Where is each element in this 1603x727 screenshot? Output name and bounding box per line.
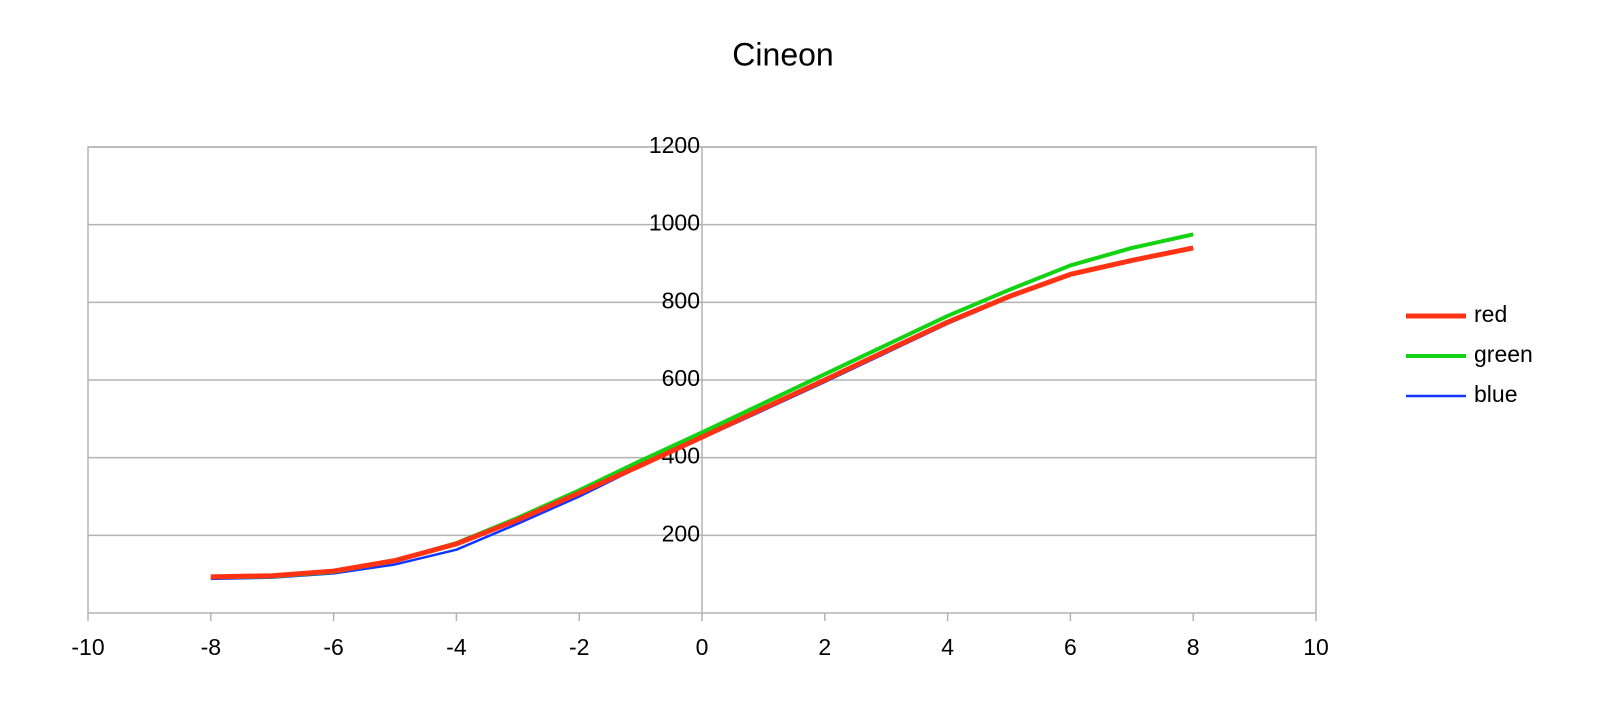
x-tick-label: -6 (323, 634, 343, 660)
y-tick-label: 800 (662, 287, 700, 313)
x-tick-label: 4 (941, 634, 954, 660)
legend-label: green (1474, 341, 1533, 367)
legend-label: red (1474, 301, 1507, 327)
y-tick-label: 200 (662, 520, 700, 546)
y-tick-label: 1000 (649, 210, 700, 236)
x-tick-label: -4 (446, 634, 467, 660)
x-tick-label: 0 (696, 634, 709, 660)
x-tick-label: -2 (569, 634, 589, 660)
x-tick-label: 10 (1303, 634, 1329, 660)
x-tick-label: -8 (201, 634, 221, 660)
series-line (210, 245, 1194, 580)
x-tick-label: 8 (1187, 634, 1200, 660)
chart-title: Cineon (732, 36, 833, 72)
legend-label: blue (1474, 381, 1517, 407)
x-tick-label: 6 (1064, 634, 1077, 660)
y-tick-label: 600 (662, 365, 700, 391)
x-tick-label: 2 (818, 634, 831, 660)
x-tick-label: -10 (71, 634, 104, 660)
y-tick-label: 1200 (649, 132, 700, 158)
